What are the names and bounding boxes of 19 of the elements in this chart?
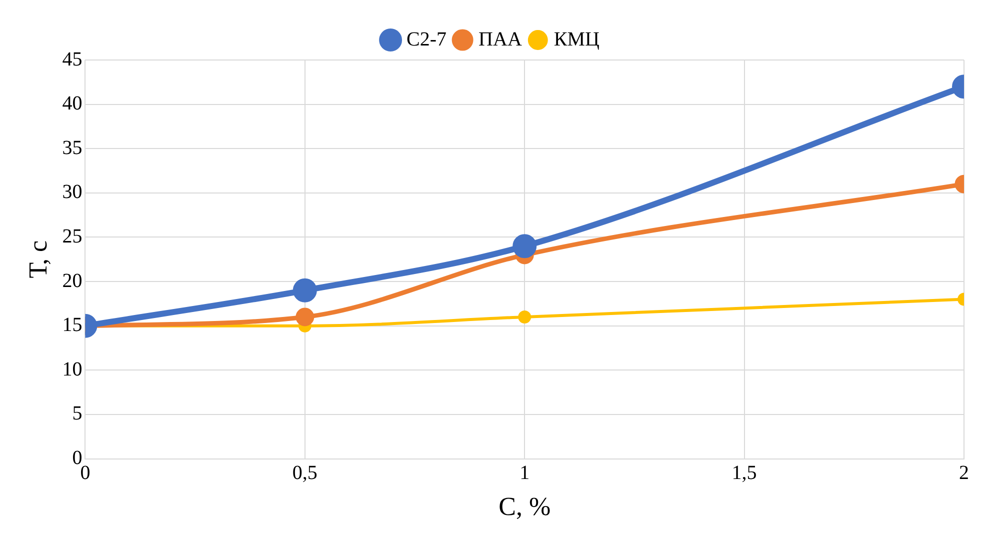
x-tick-label: 1,5 xyxy=(732,462,757,484)
y-tick-label: 35 xyxy=(62,136,82,159)
y-tick-label: 45 xyxy=(62,48,82,70)
x-tick-label: 1 xyxy=(520,462,530,484)
y-tick-label: 5 xyxy=(72,402,82,425)
y-tick-label: 20 xyxy=(62,270,82,292)
y-tick-label: 40 xyxy=(62,92,82,115)
y-tick-label: 30 xyxy=(62,181,82,204)
legend-label: ПАА xyxy=(478,28,522,50)
y-tick-label: 25 xyxy=(62,225,82,248)
legend-label: С2-7 xyxy=(406,28,447,50)
y-tick-label: 15 xyxy=(62,314,82,336)
x-tick-label: 2 xyxy=(959,462,969,484)
x-axis-title: С, % xyxy=(498,492,551,522)
y-tick-label: 0 xyxy=(72,447,82,470)
x-tick-label: 0,5 xyxy=(292,462,318,484)
legend-label: КМЦ xyxy=(554,28,600,50)
y-tick-label: 10 xyxy=(62,358,82,380)
y-axis-title: Т, с xyxy=(23,240,52,278)
